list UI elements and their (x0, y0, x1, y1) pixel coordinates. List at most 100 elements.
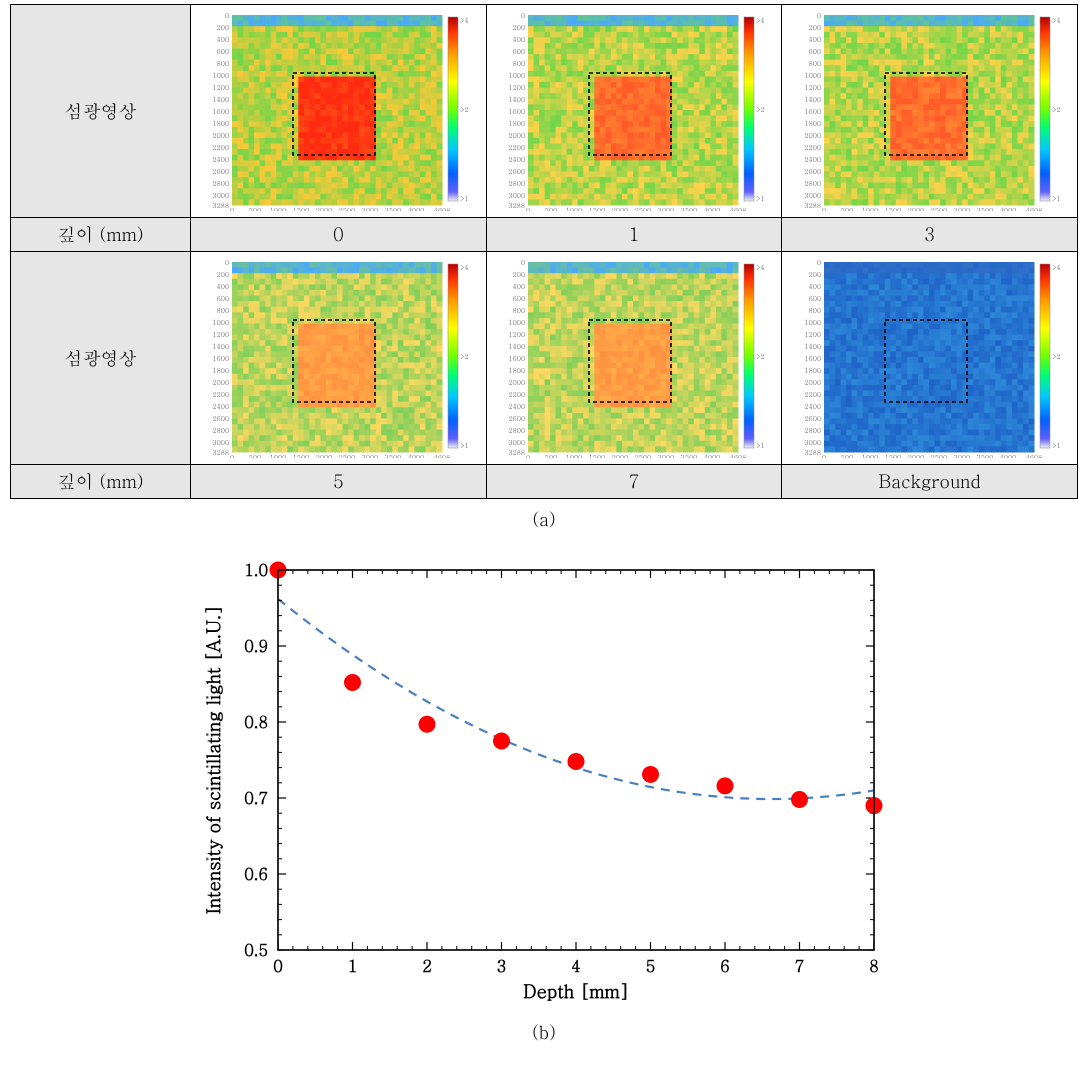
colorbar (1040, 264, 1050, 448)
svg-text:3288: 3288 (508, 200, 525, 210)
svg-text:0: 0 (521, 11, 525, 20)
y-tick-label: 0.5 (244, 938, 268, 961)
svg-text:4608: 4608 (730, 205, 747, 211)
svg-text:1400: 1400 (804, 94, 821, 104)
svg-text:2600: 2600 (213, 166, 230, 176)
heatmap-svg: 0200400600800100012001400160018002000220… (800, 11, 1060, 211)
svg-text:600: 600 (512, 46, 525, 56)
depth-5: 5 (191, 465, 487, 499)
svg-text:1000: 1000 (270, 205, 287, 211)
svg-text:400: 400 (512, 34, 525, 44)
svg-text:1800: 1800 (213, 118, 230, 128)
svg-text:2400: 2400 (508, 154, 525, 164)
svg-text:4608: 4608 (434, 205, 451, 211)
heatmap-svg: 0200400600800100012001400160018002000220… (800, 258, 1060, 458)
y-tick-label: 0.7 (244, 786, 268, 809)
figure-container: 섬광영상 02004006008001000120014001600180020… (0, 0, 1088, 1067)
colorbar (448, 264, 458, 448)
svg-text:1000: 1000 (861, 205, 878, 211)
row-label-2: 섬광영상 (11, 252, 191, 465)
svg-text:>20.8: >20.8 (1052, 104, 1060, 114)
heatmap-cell-4: 0200400600800100012001400160018002000220… (486, 252, 782, 465)
svg-text:1200: 1200 (213, 82, 230, 92)
svg-text:3000: 3000 (508, 190, 525, 200)
svg-text:1000: 1000 (804, 70, 821, 80)
svg-text:800: 800 (217, 58, 230, 68)
svg-text:1500: 1500 (884, 205, 901, 211)
svg-text:>20.8: >20.8 (756, 104, 764, 114)
panel-b-caption: (b) (10, 1012, 1078, 1063)
heatmap-cell-3: 0200400600800100012001400160018002000220… (191, 252, 487, 465)
heatmap-cell-0: 0200400600800100012001400160018002000220… (191, 5, 487, 218)
x-tick-label: 4 (571, 954, 581, 977)
svg-text:2000: 2000 (316, 205, 333, 211)
svg-text:3000: 3000 (953, 205, 970, 211)
depth-3: 3 (782, 218, 1078, 252)
svg-text:4000: 4000 (999, 205, 1016, 211)
x-tick-label: 7 (795, 954, 805, 977)
svg-text:3500: 3500 (681, 205, 698, 211)
svg-text:1600: 1600 (508, 106, 525, 116)
depth-bg: Background (782, 465, 1078, 499)
heatmap-cell-1: 0200400600800100012001400160018002000220… (486, 5, 782, 218)
svg-text:2800: 2800 (213, 178, 230, 188)
svg-text:>40: >40 (460, 15, 468, 25)
svg-text:>1.8: >1.8 (1052, 193, 1060, 203)
svg-text:600: 600 (808, 46, 821, 56)
svg-text:1500: 1500 (589, 205, 606, 211)
svg-text:2800: 2800 (508, 178, 525, 188)
svg-text:1500: 1500 (293, 205, 310, 211)
svg-text:3000: 3000 (213, 190, 230, 200)
svg-text:3000: 3000 (362, 205, 379, 211)
y-tick-label: 1.0 (244, 558, 268, 581)
scatter-chart: 0123456780.50.60.70.80.91.0Depth [mm]Int… (184, 550, 904, 1010)
svg-text:1000: 1000 (508, 70, 525, 80)
colorbar (448, 17, 458, 201)
svg-text:1600: 1600 (213, 106, 230, 116)
svg-text:3288: 3288 (804, 200, 821, 210)
y-tick-label: 0.9 (244, 634, 268, 657)
panel-a-caption: (a) (10, 499, 1078, 550)
svg-text:3288: 3288 (213, 200, 230, 210)
svg-text:2500: 2500 (930, 205, 947, 211)
data-point (642, 766, 659, 783)
svg-text:2800: 2800 (804, 178, 821, 188)
svg-text:2000: 2000 (804, 130, 821, 140)
depth-1: 1 (486, 218, 782, 252)
heatmap-svg: 0200400600800100012001400160018002000220… (504, 11, 764, 211)
svg-text:2400: 2400 (804, 154, 821, 164)
x-tick-label: 3 (497, 954, 507, 977)
colorbar (744, 264, 754, 448)
depth-0: 0 (191, 218, 487, 252)
data-point (568, 753, 585, 770)
svg-text:1200: 1200 (508, 82, 525, 92)
y-axis-label: Intensity of scintillating light [A.U.] (201, 606, 226, 914)
data-point (717, 777, 734, 794)
svg-text:2000: 2000 (213, 130, 230, 140)
colorbar (1040, 17, 1050, 201)
data-point (344, 674, 361, 691)
svg-text:>40: >40 (756, 15, 764, 25)
svg-text:2600: 2600 (804, 166, 821, 176)
svg-text:200: 200 (808, 22, 821, 32)
svg-text:500: 500 (545, 205, 558, 211)
data-point (419, 716, 436, 733)
svg-text:1800: 1800 (804, 118, 821, 128)
heatmap-svg: 0200400600800100012001400160018002000220… (504, 258, 764, 458)
svg-text:0: 0 (526, 205, 530, 211)
svg-text:2000: 2000 (907, 205, 924, 211)
svg-text:3000: 3000 (658, 205, 675, 211)
svg-text:2600: 2600 (508, 166, 525, 176)
svg-text:2200: 2200 (508, 142, 525, 152)
heatmap-cell-5: 0200400600800100012001400160018002000220… (782, 252, 1078, 465)
svg-text:1400: 1400 (213, 94, 230, 104)
svg-text:1800: 1800 (508, 118, 525, 128)
svg-text:0: 0 (816, 11, 820, 20)
svg-text:>20.8: >20.8 (460, 104, 468, 114)
svg-text:2200: 2200 (213, 142, 230, 152)
svg-text:500: 500 (249, 205, 262, 211)
svg-text:2200: 2200 (804, 142, 821, 152)
svg-text:3500: 3500 (385, 205, 402, 211)
svg-text:1600: 1600 (804, 106, 821, 116)
svg-text:2500: 2500 (635, 205, 652, 211)
